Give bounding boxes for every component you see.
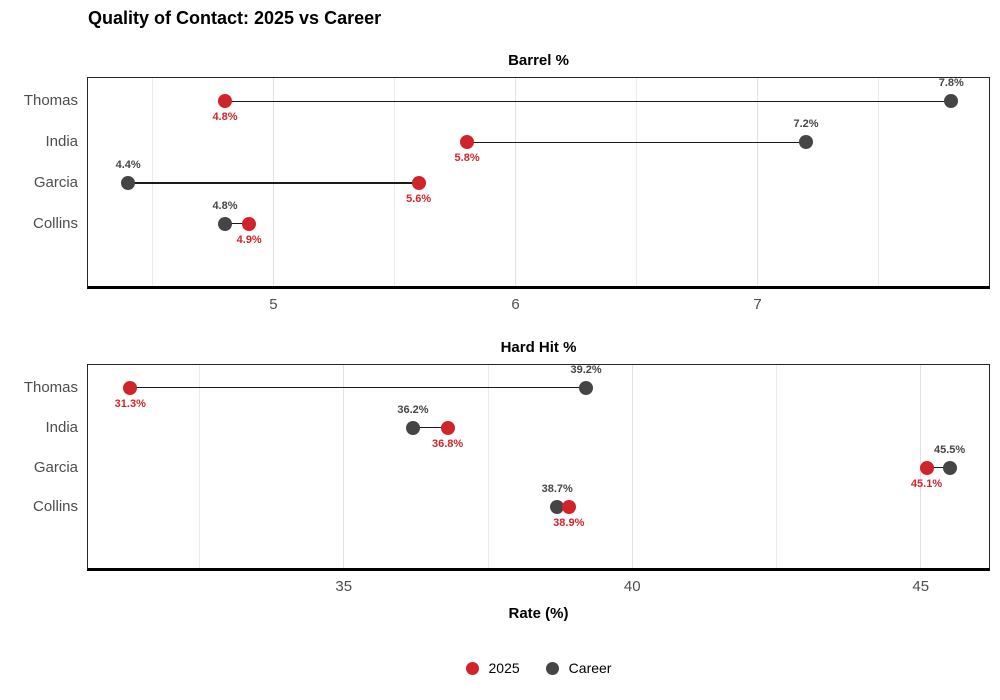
chart-title: Quality of Contact: 2025 vs Career bbox=[88, 8, 382, 28]
value-label-career: 38.7% bbox=[541, 483, 573, 496]
category-label: Thomas bbox=[23, 92, 78, 110]
value-label-career: 7.2% bbox=[793, 118, 819, 131]
dot-career bbox=[944, 94, 959, 109]
dot-2025 bbox=[561, 500, 576, 515]
value-label-2025: 4.8% bbox=[212, 111, 238, 124]
gridline-minor bbox=[487, 364, 489, 571]
category-label: Garcia bbox=[33, 174, 78, 191]
value-label-career: 4.8% bbox=[212, 199, 238, 212]
legend: 2025 Career bbox=[87, 660, 990, 676]
dumbbell-connector bbox=[130, 387, 587, 389]
legend-item-2025: 2025 bbox=[465, 660, 520, 676]
dumbbell-connector bbox=[467, 141, 806, 143]
value-label-career: 45.5% bbox=[934, 443, 966, 456]
dot-2025 bbox=[440, 420, 455, 435]
value-label-career: 39.2% bbox=[570, 363, 602, 376]
dot-career bbox=[406, 420, 420, 435]
value-label-2025: 38.9% bbox=[553, 517, 585, 530]
gridline-major bbox=[515, 77, 516, 289]
dot-career bbox=[550, 500, 565, 515]
value-label-career: 7.8% bbox=[938, 77, 964, 90]
gridline-minor bbox=[776, 364, 777, 571]
gridline-major bbox=[757, 77, 759, 289]
gridline-minor bbox=[199, 364, 200, 571]
panel-border bbox=[87, 77, 990, 289]
dot-career bbox=[217, 216, 232, 231]
value-label-career: 4.4% bbox=[115, 159, 141, 171]
dumbbell-connector bbox=[224, 100, 952, 103]
dot-2025 bbox=[411, 176, 426, 190]
x-axis-label: Rate (%) bbox=[508, 605, 569, 622]
x-tick-label: 7 bbox=[753, 296, 762, 313]
category-label: Garcia bbox=[33, 458, 78, 476]
value-label-2025: 31.3% bbox=[114, 397, 146, 410]
dumbbell-connector bbox=[926, 466, 950, 469]
legend-item-career: Career bbox=[545, 660, 612, 676]
dumbbell-connector bbox=[224, 223, 250, 225]
dot-2025 bbox=[242, 216, 257, 231]
dot-career bbox=[121, 176, 136, 190]
value-label-2025: 5.6% bbox=[406, 193, 432, 205]
value-label-2025: 4.9% bbox=[236, 233, 262, 246]
x-tick-label: 40 bbox=[623, 578, 641, 595]
dot-2025 bbox=[217, 94, 232, 109]
category-label: India bbox=[45, 418, 78, 436]
gridline-major bbox=[343, 364, 345, 571]
legend-label: 2025 bbox=[488, 660, 520, 676]
x-tick-label: 45 bbox=[912, 578, 930, 595]
legend-dot-icon bbox=[545, 661, 559, 675]
category-label: Collins bbox=[32, 498, 78, 516]
category-label: India bbox=[45, 133, 78, 151]
dot-2025 bbox=[123, 380, 138, 395]
value-label-2025: 45.1% bbox=[910, 477, 943, 490]
facet-title: Barrel % bbox=[508, 52, 569, 69]
dot-career bbox=[579, 380, 594, 395]
gridline-major bbox=[631, 364, 633, 571]
gridline-minor bbox=[636, 77, 638, 289]
dot-career bbox=[799, 135, 813, 150]
category-label: Collins bbox=[32, 214, 78, 232]
x-tick-label: 35 bbox=[335, 578, 353, 595]
legend-dot-icon bbox=[465, 661, 479, 675]
value-label-2025: 5.8% bbox=[454, 152, 480, 165]
x-tick-label: 6 bbox=[511, 296, 520, 313]
dot-2025 bbox=[460, 135, 475, 150]
category-label: Thomas bbox=[23, 378, 78, 396]
x-tick-label: 5 bbox=[269, 296, 278, 313]
dot-career bbox=[942, 460, 957, 475]
panel-border bbox=[87, 364, 990, 571]
dumbbell-connector bbox=[413, 427, 448, 429]
dot-2025 bbox=[919, 460, 934, 475]
dumbbell-connector bbox=[128, 182, 419, 184]
legend-label: Career bbox=[568, 660, 612, 676]
value-label-2025: 36.8% bbox=[432, 437, 464, 450]
gridline-minor bbox=[878, 77, 880, 289]
facet-title: Hard Hit % bbox=[500, 339, 577, 356]
value-label-career: 36.2% bbox=[397, 403, 429, 416]
